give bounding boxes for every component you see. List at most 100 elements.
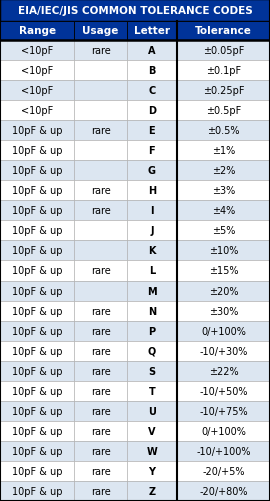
Bar bbox=[0, 141, 74, 161]
Bar bbox=[74, 41, 127, 61]
Text: T: T bbox=[148, 386, 155, 396]
Text: K: K bbox=[148, 246, 156, 256]
Text: Y: Y bbox=[148, 466, 155, 476]
Bar bbox=[177, 481, 270, 501]
Bar bbox=[127, 261, 177, 281]
Text: 10pF & up: 10pF & up bbox=[12, 426, 62, 436]
Text: -10/+75%: -10/+75% bbox=[199, 406, 248, 416]
Bar bbox=[74, 421, 127, 441]
Text: Q: Q bbox=[148, 346, 156, 356]
Bar bbox=[0, 201, 74, 221]
Bar bbox=[0, 341, 74, 361]
Bar bbox=[127, 61, 177, 81]
Text: E: E bbox=[148, 126, 155, 136]
Bar bbox=[74, 221, 127, 241]
Bar bbox=[0, 441, 74, 461]
Bar bbox=[127, 141, 177, 161]
Bar bbox=[177, 181, 270, 201]
Text: 10pF & up: 10pF & up bbox=[12, 446, 62, 456]
Text: V: V bbox=[148, 426, 156, 436]
Bar bbox=[0, 221, 74, 241]
Bar bbox=[127, 381, 177, 401]
Text: 10pF & up: 10pF & up bbox=[12, 406, 62, 416]
Bar bbox=[177, 261, 270, 281]
Bar bbox=[0, 181, 74, 201]
Bar bbox=[177, 301, 270, 321]
Bar bbox=[177, 141, 270, 161]
Text: D: D bbox=[148, 106, 156, 116]
Text: ±22%: ±22% bbox=[209, 366, 238, 376]
Bar bbox=[127, 101, 177, 121]
Bar bbox=[74, 301, 127, 321]
Bar bbox=[127, 181, 177, 201]
Bar bbox=[74, 22, 127, 41]
Text: ±0.5pF: ±0.5pF bbox=[206, 106, 241, 116]
Text: rare: rare bbox=[91, 266, 110, 276]
Text: rare: rare bbox=[91, 326, 110, 336]
Bar bbox=[177, 321, 270, 341]
Bar bbox=[177, 81, 270, 101]
Bar bbox=[177, 221, 270, 241]
Text: 10pF & up: 10pF & up bbox=[12, 386, 62, 396]
Text: -20/+80%: -20/+80% bbox=[199, 486, 248, 496]
Text: 10pF & up: 10pF & up bbox=[12, 346, 62, 356]
Bar bbox=[74, 441, 127, 461]
Text: <10pF: <10pF bbox=[21, 86, 53, 96]
Text: Range: Range bbox=[19, 27, 56, 37]
Bar bbox=[74, 101, 127, 121]
Bar bbox=[0, 41, 74, 61]
Text: ±0.1pF: ±0.1pF bbox=[206, 66, 241, 76]
Bar bbox=[0, 281, 74, 301]
Bar bbox=[74, 141, 127, 161]
Bar bbox=[127, 421, 177, 441]
Text: ±0.05pF: ±0.05pF bbox=[203, 46, 244, 56]
Text: S: S bbox=[148, 366, 156, 376]
Text: 10pF & up: 10pF & up bbox=[12, 266, 62, 276]
Text: ±3%: ±3% bbox=[212, 186, 235, 196]
Text: <10pF: <10pF bbox=[21, 46, 53, 56]
Text: rare: rare bbox=[91, 446, 110, 456]
Bar bbox=[0, 261, 74, 281]
Text: I: I bbox=[150, 206, 154, 216]
Bar bbox=[74, 241, 127, 261]
Bar bbox=[127, 481, 177, 501]
Bar bbox=[0, 481, 74, 501]
Text: -10/+100%: -10/+100% bbox=[196, 446, 251, 456]
Bar bbox=[177, 161, 270, 181]
Bar bbox=[127, 461, 177, 481]
Bar bbox=[177, 401, 270, 421]
Bar bbox=[177, 41, 270, 61]
Bar bbox=[177, 22, 270, 41]
Bar bbox=[0, 161, 74, 181]
Text: Letter: Letter bbox=[134, 27, 170, 37]
Text: 10pF & up: 10pF & up bbox=[12, 206, 62, 216]
Text: ±15%: ±15% bbox=[209, 266, 238, 276]
Bar bbox=[74, 341, 127, 361]
Text: G: G bbox=[148, 166, 156, 176]
Bar bbox=[177, 441, 270, 461]
Text: ±1%: ±1% bbox=[212, 146, 235, 156]
Text: W: W bbox=[147, 446, 157, 456]
Text: 10pF & up: 10pF & up bbox=[12, 326, 62, 336]
Bar bbox=[74, 321, 127, 341]
Text: 10pF & up: 10pF & up bbox=[12, 306, 62, 316]
Bar bbox=[177, 381, 270, 401]
Bar bbox=[74, 461, 127, 481]
Bar bbox=[74, 401, 127, 421]
Text: Z: Z bbox=[148, 486, 156, 496]
Bar bbox=[177, 241, 270, 261]
Bar bbox=[74, 361, 127, 381]
Text: N: N bbox=[148, 306, 156, 316]
Bar bbox=[127, 22, 177, 41]
Text: rare: rare bbox=[91, 346, 110, 356]
Bar bbox=[74, 121, 127, 141]
Bar bbox=[0, 121, 74, 141]
Text: ±20%: ±20% bbox=[209, 286, 238, 296]
Text: 10pF & up: 10pF & up bbox=[12, 246, 62, 256]
Text: 10pF & up: 10pF & up bbox=[12, 186, 62, 196]
Bar bbox=[177, 101, 270, 121]
Text: 10pF & up: 10pF & up bbox=[12, 126, 62, 136]
Bar bbox=[0, 381, 74, 401]
Text: 10pF & up: 10pF & up bbox=[12, 226, 62, 236]
Bar bbox=[0, 421, 74, 441]
